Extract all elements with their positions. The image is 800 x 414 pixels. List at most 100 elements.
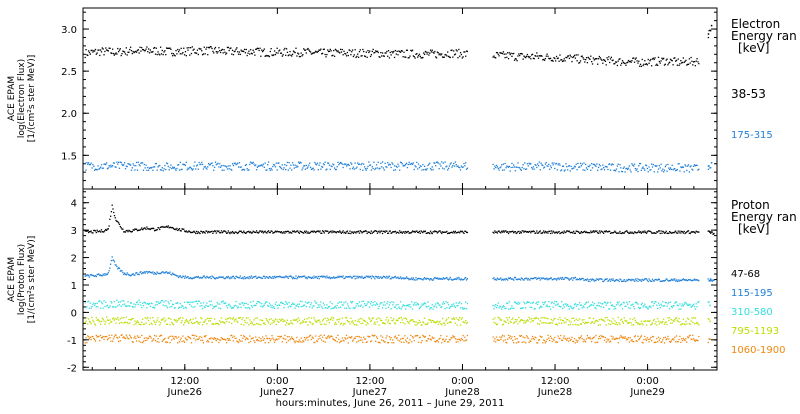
data-point [171, 322, 172, 323]
data-point [564, 58, 565, 59]
data-point [408, 342, 409, 343]
data-point [238, 307, 239, 308]
data-point [150, 306, 151, 307]
data-point [242, 232, 243, 233]
data-point [190, 338, 191, 339]
data-point [573, 318, 574, 319]
data-point [711, 162, 713, 164]
data-point [671, 319, 672, 320]
data-point [547, 335, 548, 336]
data-point [495, 341, 496, 342]
data-point [549, 340, 550, 341]
data-point [567, 169, 568, 170]
data-point [352, 320, 353, 321]
data-point [597, 342, 598, 343]
data-point [575, 324, 576, 325]
data-point [300, 341, 301, 342]
data-point [535, 165, 536, 166]
data-point [203, 168, 204, 169]
data-point [153, 338, 154, 339]
data-point [669, 62, 670, 63]
data-point [567, 338, 568, 339]
data-point [105, 164, 106, 165]
data-point [115, 264, 116, 265]
data-point [216, 306, 217, 307]
data-point [530, 232, 531, 233]
data-point [127, 230, 128, 231]
data-point [121, 53, 122, 54]
data-point [586, 57, 587, 58]
data-point [169, 318, 170, 319]
data-point [377, 304, 378, 305]
data-point [250, 49, 251, 50]
data-point [339, 230, 340, 231]
data-point [449, 165, 450, 166]
data-point [455, 323, 456, 324]
data-point [401, 342, 402, 343]
data-point [247, 307, 248, 308]
data-point [425, 336, 426, 337]
data-point [156, 301, 157, 302]
data-point [396, 167, 397, 168]
data-point [381, 230, 382, 231]
data-point [379, 232, 380, 233]
data-point [627, 169, 628, 170]
data-point [340, 49, 341, 50]
data-point [640, 231, 641, 232]
data-point [667, 317, 668, 318]
data-point [420, 337, 421, 338]
data-point [402, 233, 403, 234]
data-point [207, 318, 208, 319]
data-point [591, 61, 592, 62]
data-point [228, 230, 229, 231]
data-point [329, 276, 330, 277]
data-point [373, 162, 374, 163]
data-point [442, 303, 443, 304]
data-point [654, 59, 655, 60]
data-point [362, 306, 363, 307]
data-point [611, 279, 612, 280]
data-point [528, 165, 529, 166]
data-point [134, 306, 135, 307]
data-point [118, 341, 119, 342]
data-point [450, 277, 451, 278]
data-point [583, 162, 584, 163]
data-point [402, 56, 403, 57]
data-point [358, 277, 359, 278]
data-point [268, 342, 269, 343]
data-point [199, 162, 200, 163]
data-point [601, 168, 602, 169]
data-point [577, 163, 578, 164]
data-point [519, 233, 520, 234]
data-point [664, 305, 665, 306]
y-tick-label: 0 [71, 308, 77, 319]
data-point [202, 324, 203, 325]
data-point [113, 212, 114, 213]
data-point [196, 336, 197, 337]
data-point [213, 324, 214, 325]
data-point [286, 165, 287, 166]
data-point [536, 318, 537, 319]
data-point [507, 279, 508, 280]
data-point [405, 308, 406, 309]
data-point [657, 231, 658, 232]
data-point [461, 165, 462, 166]
data-point [404, 165, 405, 166]
data-point [447, 51, 448, 52]
data-point [145, 322, 146, 323]
data-point [244, 320, 245, 321]
data-point [114, 261, 115, 262]
data-point [366, 57, 367, 58]
data-point [569, 338, 570, 339]
data-point [169, 342, 170, 343]
data-point [122, 228, 123, 229]
data-point [342, 230, 343, 231]
data-point [580, 60, 581, 61]
data-point [429, 335, 430, 336]
data-point [507, 231, 508, 232]
data-point [546, 306, 547, 307]
data-point [271, 323, 272, 324]
data-point [114, 336, 115, 337]
data-point [410, 307, 411, 308]
data-point [452, 165, 453, 166]
